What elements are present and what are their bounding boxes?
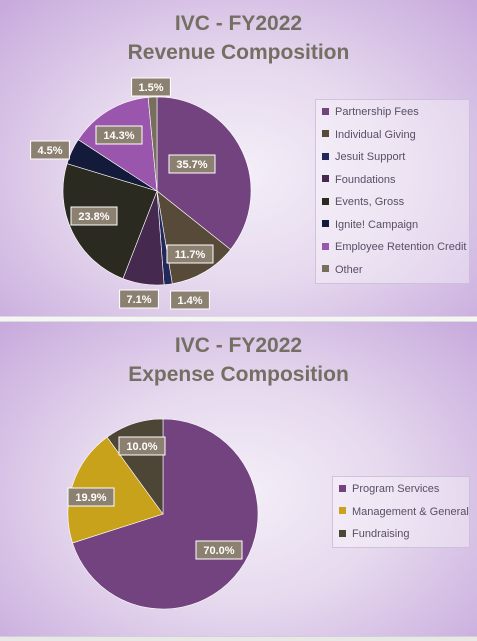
svg-text:10.0%: 10.0% (126, 441, 157, 453)
bottom-strip (0, 636, 477, 641)
svg-text:4.5%: 4.5% (37, 145, 62, 157)
data-label-events-gross: 23.8% (70, 206, 118, 226)
legend-label: Employee Retention Credit (335, 241, 467, 254)
revenue-chart-title-line1: IVC - FY2022 (174, 12, 303, 35)
pie-slice-management-general (67, 436, 164, 544)
svg-text:70.0%: 70.0% (203, 545, 234, 557)
legend-item-individual-giving: Individual Giving (322, 129, 416, 145)
svg-text:11.7%: 11.7% (175, 249, 206, 261)
svg-text:35.7%: 35.7% (176, 159, 207, 171)
panel-separator (0, 316, 477, 322)
legend-label: Partnership Fees (335, 106, 419, 119)
legend-label: Individual Giving (335, 128, 416, 141)
legend-label: Events, Gross (335, 196, 405, 209)
legend-label: Fundraising (352, 528, 410, 541)
legend-swatch (339, 484, 346, 492)
pie-slice-program-services (72, 418, 259, 610)
svg-text:1.5%: 1.5% (138, 82, 163, 94)
svg-text:23.8%: 23.8% (78, 211, 109, 223)
legend-swatch (322, 220, 329, 228)
legend-swatch (322, 130, 329, 138)
legend-swatch (322, 107, 329, 115)
data-label-employee-retention-credit: 14.3% (95, 125, 143, 145)
data-label-management-general: 19.9% (67, 487, 115, 507)
legend-label: Foundations (335, 173, 396, 186)
legend-swatch (322, 175, 329, 183)
legend-item-program-services: Program Services (339, 483, 439, 499)
legend-item-events-gross: Events, Gross (322, 196, 404, 212)
data-label-fundraising: 10.0% (118, 436, 166, 456)
expense-chart-title-line2: Expense Composition (128, 363, 349, 386)
legend-swatch (322, 242, 329, 250)
legend-label: Jesuit Support (335, 151, 406, 164)
legend-swatch (322, 152, 329, 160)
expense-pie-chart: 70.0% 19.9% 10.0% (67, 418, 259, 610)
data-label-other: 1.5% (131, 77, 171, 97)
legend-item-foundations: Foundations (322, 174, 396, 190)
data-label-program-services: 70.0% (195, 540, 243, 560)
data-label-foundations: 7.1% (119, 289, 159, 309)
legend-label: Management & General (352, 505, 469, 518)
legend-swatch (322, 265, 329, 273)
svg-text:1.4%: 1.4% (177, 295, 202, 307)
revenue-chart-title-line2: Revenue Composition (127, 41, 350, 64)
legend-label: Ignite! Campaign (335, 218, 419, 231)
data-label-partnership-fees: 35.7% (168, 154, 216, 174)
legend-item-employee-retention-credit: Employee Retention Credit (322, 241, 466, 257)
legend-item-fundraising: Fundraising (339, 528, 409, 544)
legend-item-jesuit-support: Jesuit Support (322, 151, 405, 167)
legend-item-partnership-fees: Partnership Fees (322, 106, 419, 122)
revenue-pie-chart: 35.7% 11.7% 1.4% 7.1% 23.8% 4.5% 14.3% 1.5% (30, 77, 252, 310)
data-label-ignite-campaign: 4.5% (30, 140, 70, 160)
svg-text:14.3%: 14.3% (103, 130, 134, 142)
legend-label: Program Services (352, 483, 440, 496)
expense-legend: Program Services Management & General Fund… (332, 476, 470, 548)
revenue-chart-panel: IVC - FY2022 Revenue Composition 35.7% 11… (0, 0, 477, 316)
data-label-jesuit-support: 1.4% (170, 290, 210, 310)
legend-item-ignite-campaign: Ignite! Campaign (322, 219, 418, 235)
legend-swatch (339, 507, 346, 515)
expense-chart-title-line1: IVC - FY2022 (174, 334, 303, 357)
legend-label: Other (335, 263, 363, 276)
legend-swatch (339, 529, 346, 537)
svg-text:19.9%: 19.9% (75, 492, 106, 504)
legend-item-other: Other (322, 264, 363, 280)
data-label-individual-giving: 11.7% (166, 244, 214, 264)
svg-text:7.1%: 7.1% (126, 294, 151, 306)
expense-chart-panel: IVC - FY2022 Expense Composition 70.0% 19… (0, 322, 477, 636)
revenue-legend: Partnership Fees Individual Giving Jesuit … (315, 99, 470, 284)
pie-slice-other (147, 96, 158, 192)
legend-swatch (322, 197, 329, 205)
legend-item-management-general: Management & General (339, 506, 469, 522)
